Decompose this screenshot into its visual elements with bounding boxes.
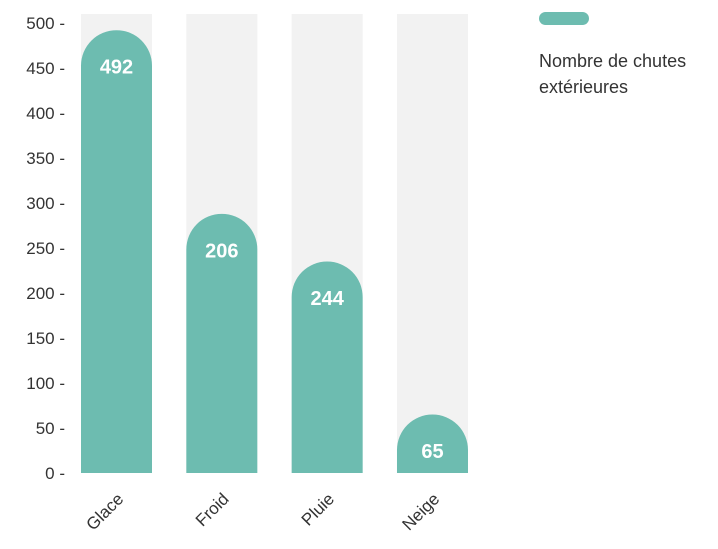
bar-value-label: 206 (205, 240, 238, 262)
x-tick-label: Neige (398, 489, 443, 534)
x-tick-label: Glace (82, 489, 127, 534)
x-tick-label: Froid (192, 489, 233, 530)
bar-value-label: 492 (100, 57, 133, 79)
legend-label: Nombre de chutes extérieures (539, 51, 687, 97)
legend: Nombre de chutes extérieures (539, 12, 714, 100)
y-tick-label: 400 - (26, 104, 65, 123)
y-tick-label: 100 - (26, 374, 65, 393)
bar-value-label: 65 (421, 441, 443, 463)
y-tick-label: 150 - (26, 329, 65, 348)
y-tick-label: 350 - (26, 149, 65, 168)
y-tick-label: 50 - (36, 419, 65, 438)
x-tick-label: Pluie (298, 489, 338, 529)
y-tick-label: 500 - (26, 14, 65, 33)
bar-value-label: 244 (310, 288, 344, 310)
bar (81, 30, 152, 474)
legend-swatch (539, 12, 589, 25)
y-tick-label: 200 - (26, 284, 65, 303)
y-tick-label: 450 - (26, 59, 65, 78)
bar-background-band (396, 14, 468, 473)
bar (396, 414, 468, 473)
bar (186, 213, 258, 473)
y-tick-label: 300 - (26, 194, 65, 213)
bar (291, 261, 363, 473)
y-tick-label: 0 - (45, 464, 65, 483)
y-tick-label: 250 - (26, 239, 65, 258)
